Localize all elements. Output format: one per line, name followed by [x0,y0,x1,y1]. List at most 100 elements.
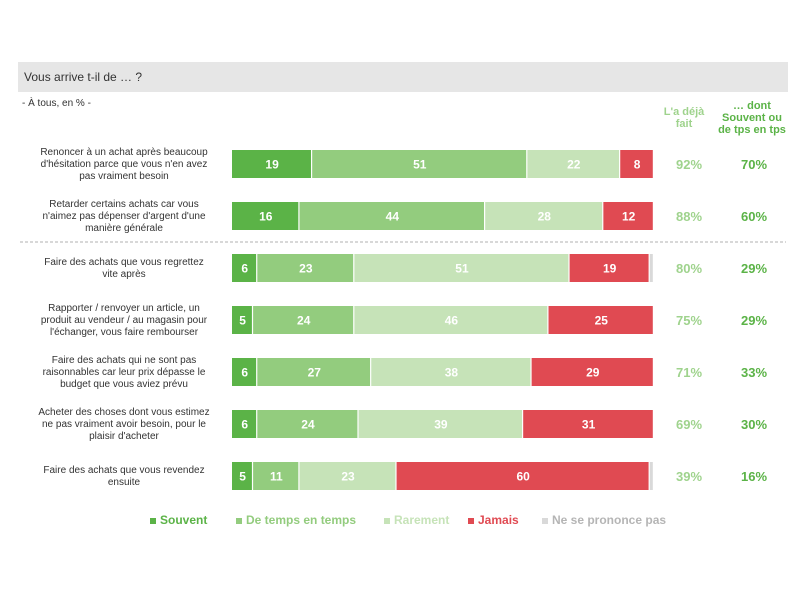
bar-value-label: 31 [582,418,596,432]
bar-segment [548,306,653,334]
bar-value-label: 51 [455,262,469,276]
row-label-line: pas vraiment besoin [79,171,169,182]
bar-segment [257,254,354,282]
often-value: 16% [741,469,767,484]
base-note: - À tous, en % - [22,98,91,109]
bar-value-label: 5 [239,470,246,484]
bar-segment [299,202,484,230]
bar-segment [603,202,653,230]
row-label: Renoncer à un achat après beaucoup d'hési… [40,147,208,182]
often-value: 60% [741,209,767,224]
row-label-line: Rapporter / renvoyer un article, un [48,303,200,314]
row-label-line: Faire des achats que vous revendez [43,465,204,476]
row-label-line: Acheter des choses dont vous estimez [38,407,209,418]
legend-swatch [150,517,156,524]
row-label: Faire des achats que vous regrettez vite … [44,257,204,280]
bar-segment [531,358,653,386]
bar-segment [232,254,257,282]
chart-legend: Souvent De temps en temps Rarement Jamais Ne… [150,513,710,529]
legend-label: Jamais [478,513,519,527]
row-label-line: raisonnables car leur prix dépasse le [43,367,206,378]
bar-value-label: 6 [241,418,248,432]
bar-value-label: 27 [308,366,322,380]
bar-value-label: 39 [434,418,448,432]
bar-segment [232,306,252,334]
bar-segment [358,410,522,438]
bar-value-label: 16 [259,210,273,224]
legend-item: Ne se prononce pas [542,513,666,527]
row-label: Rapporter / renvoyer un article, un produ… [41,303,208,338]
bar-value-label: 8 [634,158,641,172]
bar-segment [253,306,354,334]
legend-item: Jamais [468,513,519,527]
legend-label: Rarement [394,513,450,527]
row-label-line: n'aimez pas dépenser d'argent d'une [42,211,206,222]
bar-segment [649,462,653,490]
often-value: 70% [741,157,767,172]
bar-value-label: 6 [241,366,248,380]
bar-value-label: 12 [622,210,636,224]
legend-swatch [384,517,390,524]
bar-value-label: 23 [341,470,355,484]
row-label: Faire des achats que vous revendez ensuit… [43,465,204,488]
already-done-value: 71% [676,365,702,380]
bar-value-label: 46 [445,314,459,328]
column-header-often-line: … dont [733,100,771,112]
row-label-line: manière générale [85,223,163,234]
bar-value-label: 5 [239,314,246,328]
often-value: 29% [741,261,767,276]
bar-value-label: 19 [603,262,617,276]
bar-value-label: 60 [517,470,531,484]
row-label-line: Faire des achats qui ne sont pas [52,355,197,366]
legend-swatch [236,517,242,524]
legend-label: Souvent [160,513,208,527]
already-done-value: 92% [676,157,702,172]
legend-label: De temps en temps [246,513,357,527]
row-label-line: ensuite [108,477,141,488]
bar-segment [232,410,257,438]
column-header-already-done-line: fait [675,118,693,130]
row-label-line: produit au vendeur / au magasin pour [41,315,208,326]
bar-value-label: 25 [595,314,609,328]
bar-value-label: 24 [297,314,311,328]
bar-value-label: 24 [301,418,315,432]
row-label-line: vite après [102,269,145,280]
bar-segment [396,462,649,490]
bar-value-label: 38 [445,366,459,380]
bar-value-label: 29 [586,366,600,380]
bar-segment [354,306,548,334]
often-value: 33% [741,365,767,380]
question-title: Vous arrive t-il de … ? [24,70,143,84]
already-done-value: 80% [676,261,702,276]
often-value: 30% [741,417,767,432]
bar-value-label: 22 [567,158,581,172]
bar-segment [649,254,653,282]
legend-swatch [468,517,474,524]
bar-value-label: 51 [413,158,427,172]
legend-swatch [542,517,548,524]
bar-value-label: 6 [241,262,248,276]
column-header-often: … dont Souvent ou de tps en tps [714,100,790,136]
legend-item: Rarement [384,513,449,527]
row-label-line: Renoncer à un achat après beaucoup [40,147,208,158]
row-label-line: l'échanger, vous faire rembourser [50,327,199,338]
row-label-line: d'hésitation parce que vous n'en avez [41,159,208,170]
row-label-line: plaisir d'acheter [89,431,159,442]
bar-segment [257,410,358,438]
row-label-line: Faire des achats que vous regrettez [44,257,204,268]
already-done-value: 88% [676,209,702,224]
bar-segment [257,358,371,386]
bar-value-label: 28 [538,210,552,224]
bar-segment [232,358,257,386]
bar-value-label: 23 [299,262,313,276]
bar-segment [620,150,653,178]
bar-value-label: 11 [270,470,283,484]
bar-segment [569,254,649,282]
already-done-value: 75% [676,313,702,328]
bar-value-label: 19 [265,158,279,172]
bar-value-label: 44 [386,210,400,224]
legend-item: De temps en temps [236,513,356,527]
question-band: Vous arrive t-il de … ? [18,62,788,92]
column-header-often-line: Souvent ou [722,112,782,124]
